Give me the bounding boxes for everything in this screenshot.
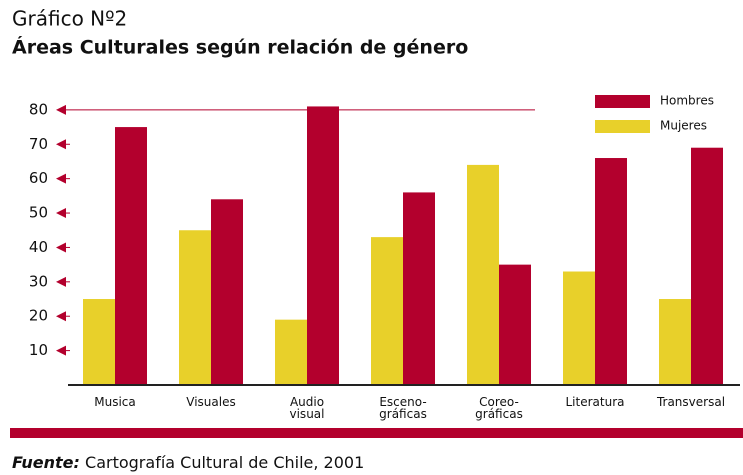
source-label: Fuente:: [12, 453, 80, 472]
source-text: Cartografía Cultural de Chile, 2001: [85, 453, 364, 472]
tick-arrow: [56, 208, 66, 219]
x-tick-label: Literatura: [566, 395, 625, 409]
bar: [275, 319, 307, 385]
tick-arrow: [56, 139, 66, 150]
x-tick-line: Audio: [290, 395, 324, 409]
bar: [371, 237, 403, 385]
source: Fuente: Cartografía Cultural de Chile, 2…: [12, 453, 364, 472]
x-tick-label: Coreo-gráficas: [475, 395, 523, 421]
footer-band: [10, 428, 743, 438]
chart-subtitle: Áreas Culturales según relación de géner…: [12, 36, 468, 59]
bar: [595, 158, 627, 385]
bar: [659, 299, 691, 385]
tick-arrow: [56, 104, 66, 115]
legend-label: Mujeres: [660, 119, 707, 133]
legend-swatch: [595, 120, 650, 133]
tick-arrow: [56, 345, 66, 356]
tick-arrow: [56, 311, 66, 322]
x-tick-line: gráficas: [379, 407, 427, 421]
bar: [307, 106, 339, 385]
x-tick-label: Musica: [94, 395, 136, 409]
bar: [403, 192, 435, 385]
bar: [115, 127, 147, 385]
bar: [179, 230, 211, 385]
x-tick-line: Esceno-: [379, 395, 426, 409]
bar: [499, 264, 531, 385]
y-tick-label: 10: [29, 341, 48, 359]
bar: [467, 164, 499, 385]
y-tick-label: 60: [29, 169, 48, 187]
y-tick-label: 20: [29, 307, 48, 325]
tick-arrow: [56, 242, 66, 253]
y-tick-label: 80: [29, 100, 48, 118]
x-tick-label: Esceno-gráficas: [379, 395, 427, 421]
x-tick-line: Musica: [94, 395, 136, 409]
bar: [563, 271, 595, 385]
x-tick-line: visual: [290, 407, 325, 421]
x-tick-line: Literatura: [566, 395, 625, 409]
x-tick-label: Transversal: [656, 395, 725, 409]
x-tick-label: Visuales: [186, 395, 235, 409]
x-tick-line: Coreo-: [479, 395, 519, 409]
y-tick-label: 40: [29, 238, 48, 256]
x-tick-line: Visuales: [186, 395, 235, 409]
legend-label: Hombres: [660, 94, 714, 108]
chart-title: Gráfico Nº2: [12, 7, 127, 31]
y-tick-label: 70: [29, 135, 48, 153]
legend-swatch: [595, 95, 650, 108]
y-tick-label: 50: [29, 204, 48, 222]
x-tick-label: Audio visual: [290, 395, 325, 421]
y-tick-label: 30: [29, 272, 48, 290]
tick-arrow: [56, 173, 66, 184]
bar: [691, 147, 723, 385]
bar: [211, 199, 243, 385]
bar: [83, 299, 115, 385]
x-tick-line: Transversal: [656, 395, 725, 409]
tick-arrow: [56, 276, 66, 287]
x-tick-line: gráficas: [475, 407, 523, 421]
